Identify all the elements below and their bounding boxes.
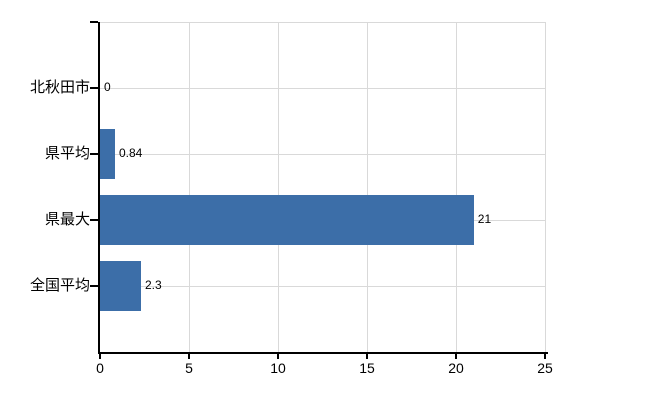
category-label: 北秋田市 [29, 79, 90, 96]
y-axis-tick [90, 285, 98, 287]
plot-area [100, 22, 546, 352]
x-axis-tick [455, 354, 457, 359]
y-axis-end-tick [90, 21, 98, 23]
bar [100, 261, 141, 311]
x-axis-line [98, 352, 548, 354]
x-axis-tick [277, 354, 279, 359]
value-label: 21 [477, 212, 492, 226]
x-axis-tick-label: 20 [448, 360, 464, 376]
x-axis-tick [366, 354, 368, 359]
bar [100, 129, 115, 179]
horizontal-gridline [100, 154, 545, 155]
horizontal-gridline [100, 88, 545, 89]
category-label: 県最大 [44, 211, 90, 228]
vertical-gridline [278, 23, 279, 352]
x-axis-tick [188, 354, 190, 359]
category-label: 県平均 [44, 145, 90, 162]
horizontal-gridline [100, 286, 545, 287]
plot-top-border [100, 22, 546, 23]
y-axis-tick [90, 87, 98, 89]
y-axis-tick [90, 153, 98, 155]
category-label: 全国平均 [29, 277, 90, 294]
x-axis-tick [544, 354, 546, 359]
plot-right-border [545, 22, 546, 352]
vertical-gridline [456, 23, 457, 352]
value-label: 2.3 [144, 278, 162, 292]
x-axis-tick-label: 0 [96, 360, 104, 376]
x-axis-tick-label: 25 [537, 360, 553, 376]
x-axis-tick-label: 5 [185, 360, 193, 376]
bar [100, 195, 474, 245]
vertical-gridline [189, 23, 190, 352]
y-axis-line [98, 22, 100, 354]
x-axis-tick-label: 15 [359, 360, 375, 376]
x-axis-tick-label: 10 [270, 360, 286, 376]
value-label: 0.84 [118, 146, 143, 160]
x-axis-tick [99, 354, 101, 359]
value-label: 0 [104, 80, 111, 94]
vertical-gridline [367, 23, 368, 352]
y-axis-tick [90, 219, 98, 221]
